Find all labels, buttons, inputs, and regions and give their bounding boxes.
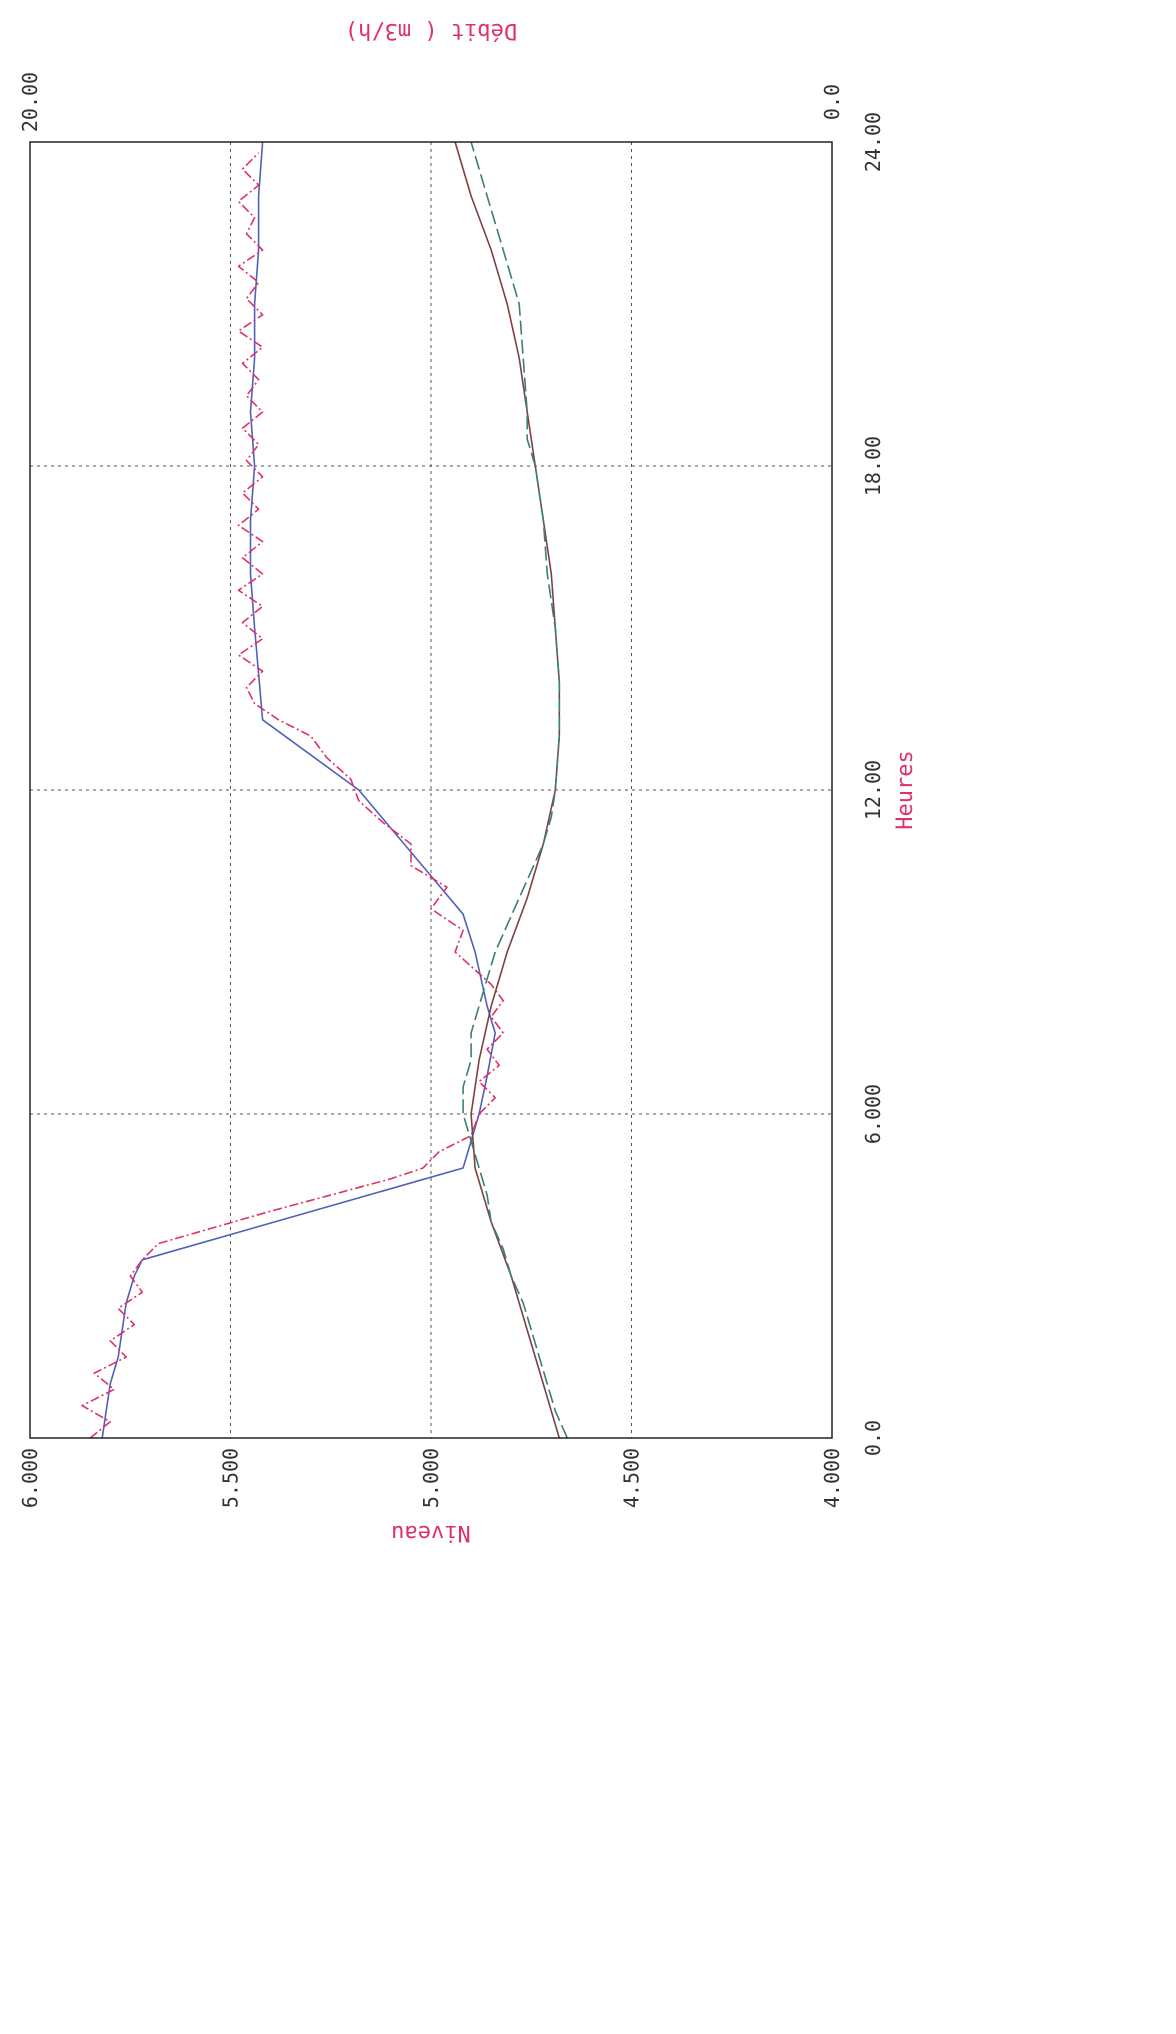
grid <box>30 142 832 1438</box>
y-left-axis-label: Niveau <box>391 1520 470 1545</box>
y-left-tick-label: 6.000 <box>18 1448 42 1508</box>
x-tick-label: 18.00 <box>861 436 885 496</box>
y-right-tick-label: 20.00 <box>18 72 42 132</box>
series-line <box>462 141 569 1439</box>
y-left-tick-label: 5.500 <box>219 1448 243 1508</box>
x-tick-label: 24.00 <box>861 112 885 172</box>
tick-labels: 4.000 4.500 5.000 5.500 6.000 0.0 6.000 12.00 18… <box>18 72 885 1508</box>
y-right-tick-label: 0.0 <box>820 84 844 120</box>
y-right-axis-label: Débit ( m3/h) <box>345 18 517 43</box>
x-axis-label: Heures <box>893 750 918 829</box>
plot-area: 4.000 4.500 5.000 5.500 6.000 0.0 6.000 12.00 18… <box>18 72 885 1508</box>
y-left-tick-label: 4.000 <box>820 1448 844 1508</box>
x-tick-label: 6.000 <box>861 1084 885 1144</box>
series-line <box>101 141 497 1439</box>
x-tick-label: 0.0 <box>861 1420 885 1456</box>
y-left-tick-label: 4.500 <box>620 1448 644 1508</box>
y-left-tick-label: 5.000 <box>419 1448 443 1508</box>
x-tick-label: 12.00 <box>861 760 885 820</box>
series-line <box>81 152 505 1439</box>
series-group <box>81 141 569 1439</box>
plot-frame <box>29 141 833 1439</box>
